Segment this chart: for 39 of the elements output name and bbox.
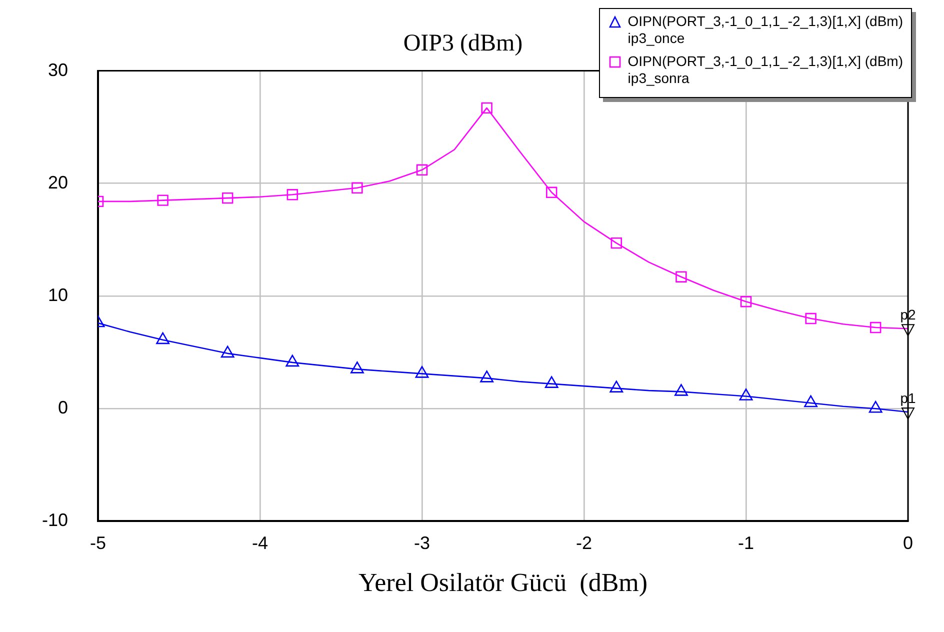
point — [805, 312, 816, 324]
point — [415, 366, 429, 378]
point — [674, 384, 688, 396]
point — [546, 186, 558, 198]
y-tick-label: 10 — [48, 284, 68, 305]
point — [157, 194, 168, 206]
point — [804, 395, 818, 408]
y-tick-label: 0 — [58, 398, 68, 418]
point — [352, 182, 363, 194]
point — [286, 354, 300, 367]
x-axis-title: Yerel Osilatör Gücü (dBm) — [358, 568, 648, 598]
point — [740, 296, 752, 308]
legend-label: OIPN(PORT_3,-1_0_1,1_-2_1,3)[1,X] (dBm) ip3_sonra — [628, 53, 903, 87]
point — [480, 370, 494, 382]
x-tick-label: 0 — [902, 532, 914, 553]
x-tick-label: -4 — [252, 532, 268, 553]
point — [220, 346, 234, 358]
point — [481, 102, 492, 114]
y-tick-label: 30 — [48, 60, 68, 80]
y-tick-label: -10 — [42, 510, 68, 530]
point — [350, 362, 364, 374]
point — [870, 322, 882, 334]
point — [416, 164, 428, 176]
point — [676, 271, 687, 282]
x-tick-label: -1 — [738, 532, 754, 553]
x-tick-label: -2 — [576, 532, 592, 553]
point — [544, 376, 558, 388]
point — [610, 237, 622, 249]
chart-title: OIP3 (dBm) — [403, 30, 523, 57]
legend-label: OIPN(PORT_3,-1_0_1,1_-2_1,3)[1,X] (dBm) ip3_once — [628, 13, 903, 47]
x-tick-label: -3 — [414, 532, 430, 553]
y-tick-label: 20 — [48, 172, 68, 192]
point — [610, 380, 624, 392]
point — [222, 192, 234, 204]
point — [286, 189, 298, 200]
point — [156, 332, 170, 344]
x-tick-label: -5 — [90, 532, 106, 553]
point — [868, 400, 882, 413]
point — [739, 388, 753, 400]
